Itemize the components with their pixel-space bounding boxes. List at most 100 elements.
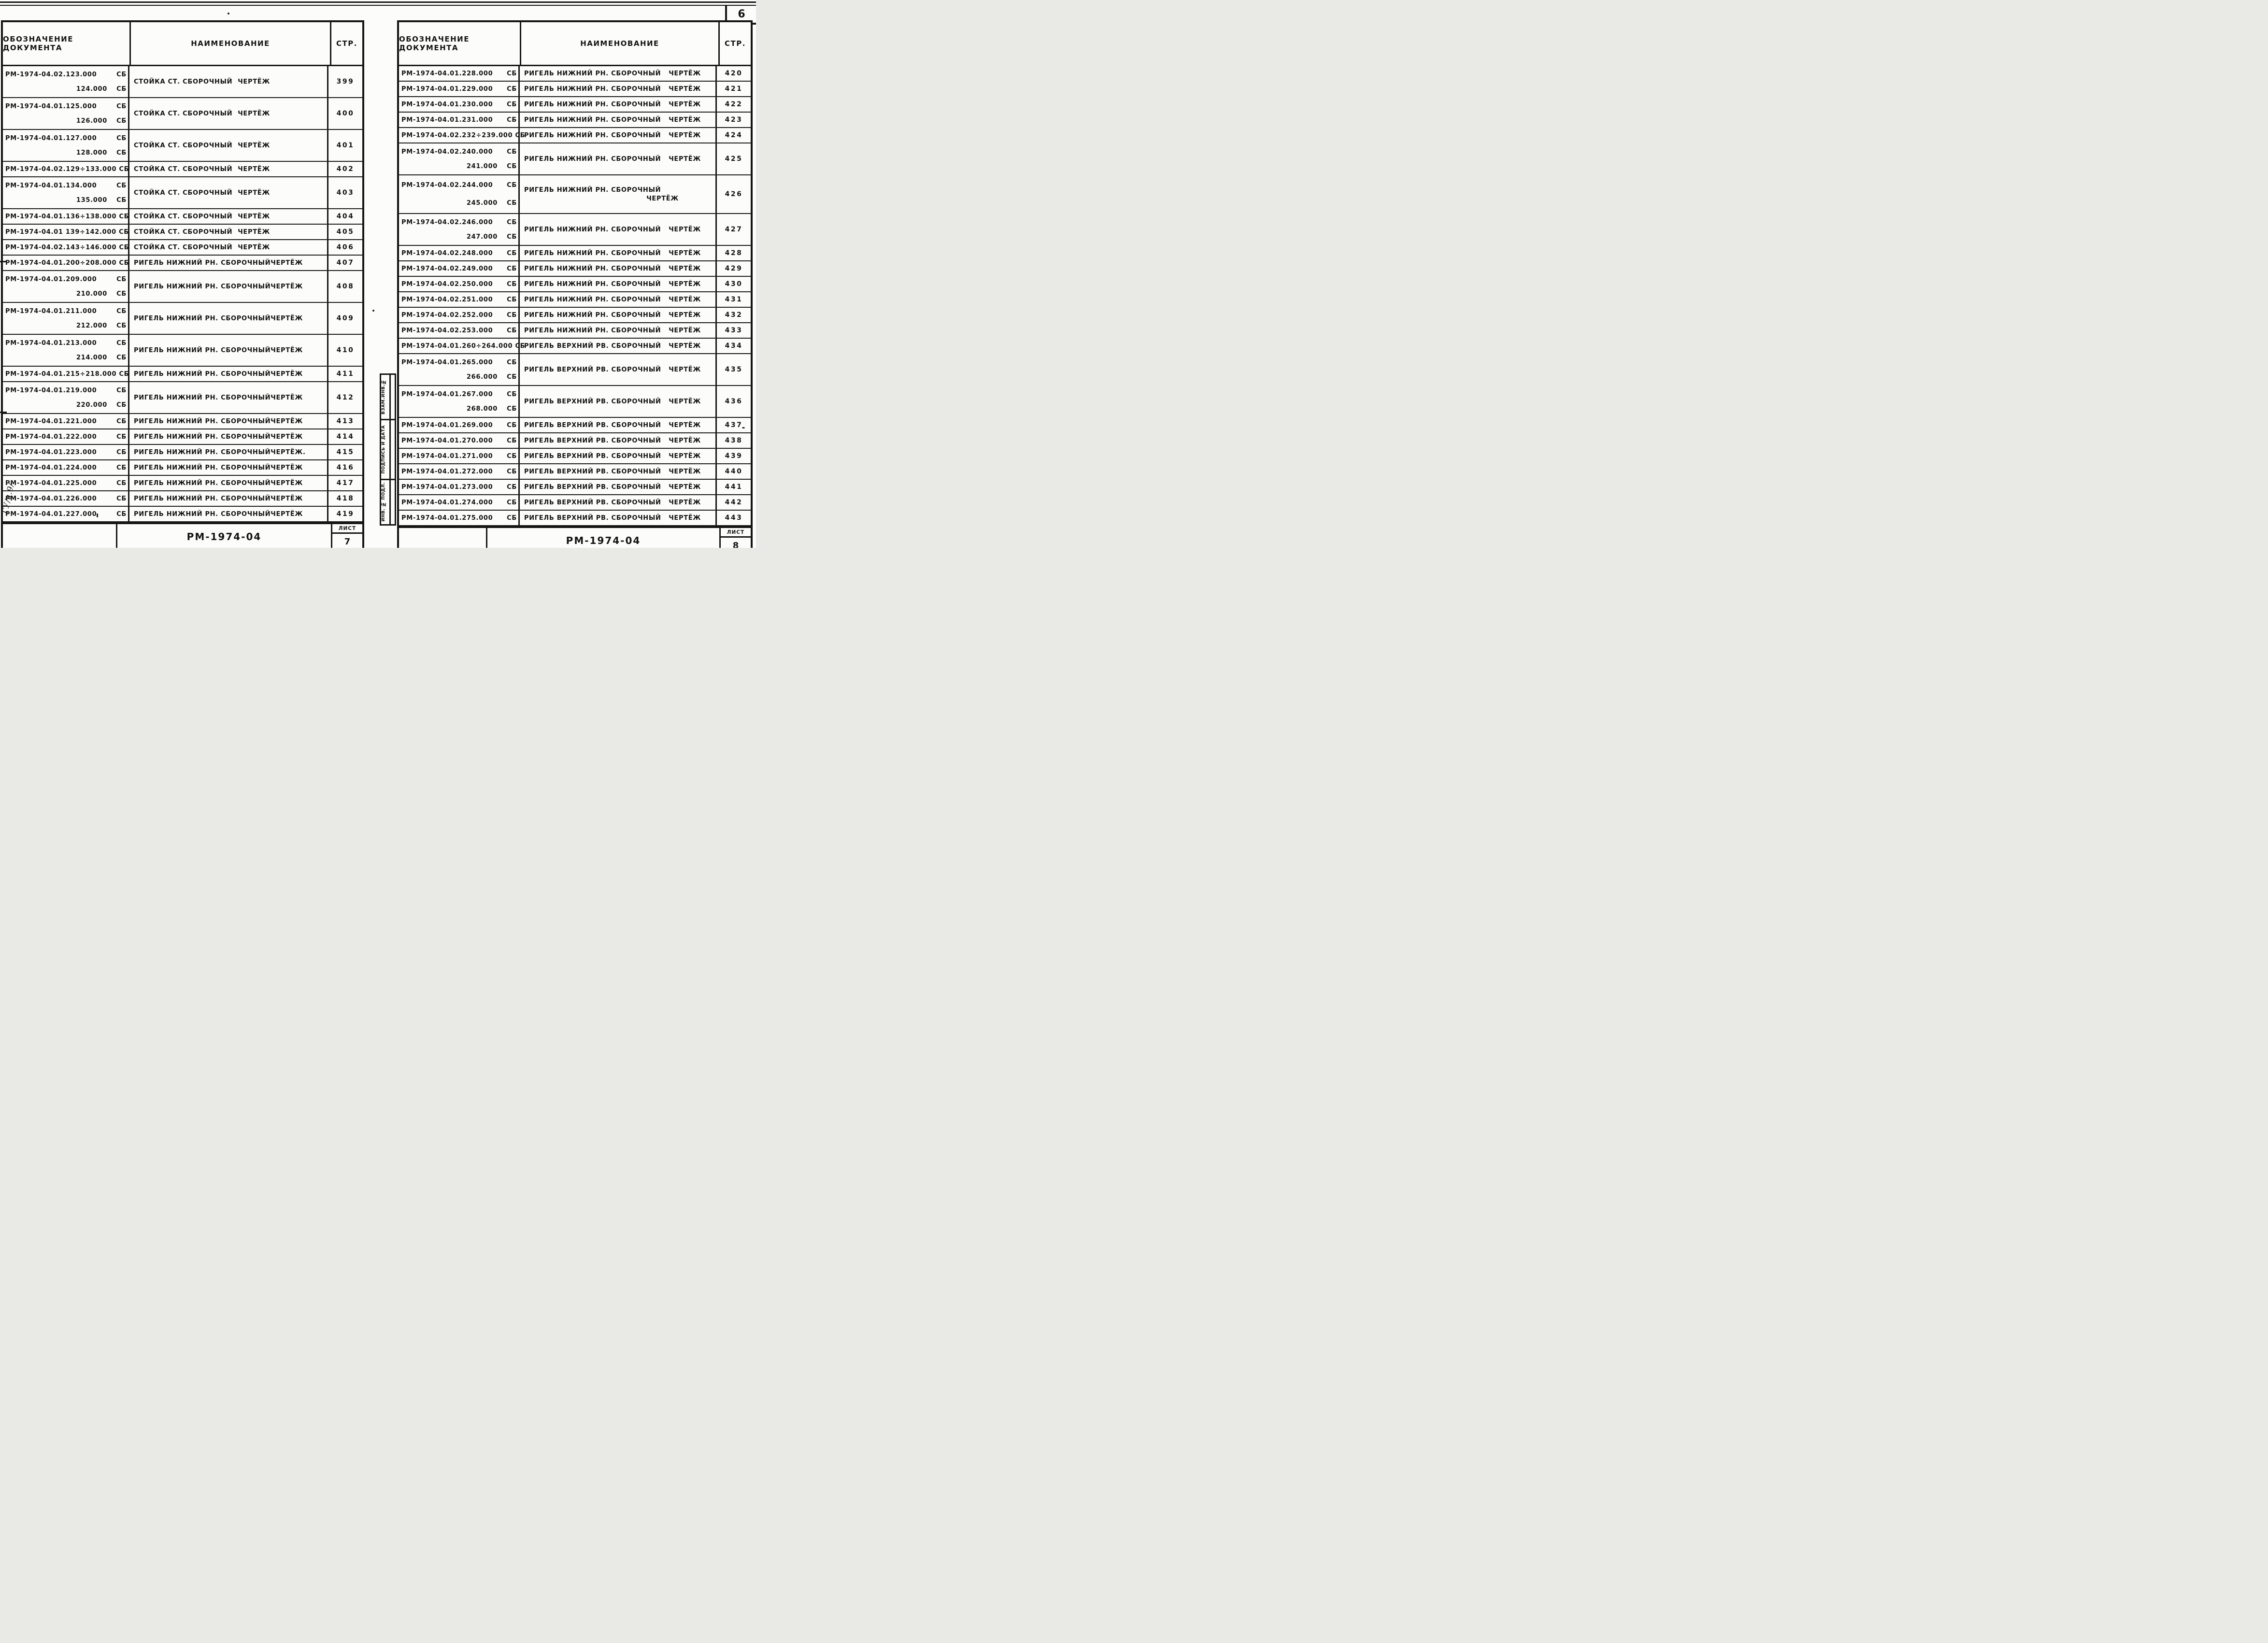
name-cell: РИГЕЛЬ НИЖНИЙ РН. СБОРОЧНЫЙ ЧЕРТЁЖ bbox=[520, 113, 717, 127]
stamp-cell: ИНВ. № ПОДЛ. bbox=[381, 480, 395, 524]
name-cell: РИГЕЛЬ ВЕРХНИЙ РВ. СБОРОЧНЫЙ ЧЕРТЁЖ bbox=[520, 480, 717, 494]
page-cell: 427 bbox=[725, 226, 743, 233]
designation-cell: РМ-1974-04.01.211.000 СБ 212.000 СБ bbox=[3, 303, 129, 334]
name-cell: РИГЕЛЬ НИЖНИЙ РН. СБОРОЧНЫЙ ЧЕРТЁЖ bbox=[520, 261, 717, 276]
table-right-rows: РМ-1974-04.01.228.000 СБ РИГЕЛЬ НИЖНИЙ РН.… bbox=[399, 66, 751, 526]
name-cell: СТОЙКА СТ. СБОРОЧНЫЙ ЧЕРТЁЖ bbox=[129, 162, 328, 176]
designation-cell: РМ-1974-04.02.246.000 СБ 247.000 СБ bbox=[399, 214, 520, 245]
name-cell: РИГЕЛЬ НИЖНИЙ РН. СБОРОЧНЫЙ ЧЕРТЁЖ bbox=[520, 128, 717, 143]
name-cell: РИГЕЛЬ НИЖНИЙ РН. СБОРОЧНЫЙ ЧЕРТЁЖ. bbox=[129, 445, 328, 459]
designation-cell: РМ-1974-04.01.224.000 СБ bbox=[3, 460, 129, 475]
col-header-page: СТР. bbox=[725, 39, 746, 48]
page-cell: 400 bbox=[336, 110, 355, 117]
name-cell: РИГЕЛЬ ВЕРХНИЙ РВ. СБОРОЧНЫЙ ЧЕРТЁЖ bbox=[520, 433, 717, 448]
table-row: РМ-1974-04.01.228.000 СБ РИГЕЛЬ НИЖНИЙ РН.… bbox=[399, 66, 751, 82]
sheet-number: 7 bbox=[344, 536, 351, 547]
table-row: РМ-1974-04.01.275.000 СБ РИГЕЛЬ ВЕРХНИЙ РВ… bbox=[399, 511, 751, 526]
table-row: РМ-1974-04.01.221.000 СБ РИГЕЛЬ НИЖНИЙ РН.… bbox=[3, 414, 362, 429]
designation-cell: РМ-1974-04.02.252.000 СБ bbox=[399, 308, 520, 322]
table-row: РМ-1974-04.01.225.000 СБ РИГЕЛЬ НИЖНИЙ РН.… bbox=[3, 476, 362, 491]
designation-cell: РМ-1974-04.02.251.000 СБ bbox=[399, 292, 520, 307]
page-cell: 416 bbox=[336, 464, 355, 471]
designation-cell: РМ-1974-04.01.269.000 СБ bbox=[399, 418, 520, 432]
name-cell: РИГЕЛЬ ВЕРХНИЙ РВ. СБОРОЧНЫЙ ЧЕРТЁЖ bbox=[520, 386, 717, 417]
footer-empty-cell bbox=[399, 528, 487, 548]
page-cell: 426 bbox=[725, 190, 743, 198]
table-row: РМ-1974-04.02.250.000 СБ РИГЕЛЬ НИЖНИЙ РН.… bbox=[399, 277, 751, 292]
page-cell: 442 bbox=[725, 499, 743, 506]
designation-cell: РМ-1974-04.01.213.000 СБ 214.000 СБ bbox=[3, 335, 129, 366]
name-cell: РИГЕЛЬ НИЖНИЙ РН. СБОРОЧНЫЙ ЧЕРТЁЖ bbox=[129, 335, 328, 366]
page-cell: 434 bbox=[725, 342, 743, 350]
designation-cell: РМ-1974-04.01.271.000 СБ bbox=[399, 449, 520, 463]
designation-cell: РМ-1974-04.02.143÷146.000 СБ bbox=[3, 240, 129, 255]
name-cell: РИГЕЛЬ НИЖНИЙ РН. СБОРОЧНЫЙ ЧЕРТЁЖ bbox=[520, 292, 717, 307]
page-cell: 423 bbox=[725, 116, 743, 124]
table-row: РМ-1974-04.01.136÷138.000 СБ СТОЙКА СТ. СБ… bbox=[3, 209, 362, 225]
page-cell: 403 bbox=[336, 189, 355, 197]
name-cell: РИГЕЛЬ НИЖНИЙ РН. СБОРОЧНЫЙ ЧЕРТЁЖ bbox=[520, 175, 717, 213]
designation-cell: РМ-1974-04.01.219.000 СБ 220.000 СБ bbox=[3, 382, 129, 413]
binding-tick bbox=[0, 412, 7, 413]
speck-artifact bbox=[742, 427, 745, 429]
table-row: РМ-1974-04.01.211.000 СБ 212.000 СБ РИГЕЛЬ Н… bbox=[3, 303, 362, 335]
col-header-designation: ОБОЗНАЧЕНИЕ ДОКУМЕНТА bbox=[399, 22, 521, 65]
footer-empty-cell bbox=[3, 524, 117, 548]
designation-cell: РМ-1974-04.01.265.000 СБ 266.000 СБ bbox=[399, 354, 520, 385]
sheet-box: ЛИСТ 8 bbox=[721, 528, 751, 548]
table-right-footer: РМ-1974-04 ЛИСТ 8 bbox=[399, 526, 751, 548]
designation-cell: РМ-1974-04.01.274.000 СБ bbox=[399, 495, 520, 510]
page-cell: 433 bbox=[725, 327, 743, 334]
name-cell: РИГЕЛЬ НИЖНИЙ РН. СБОРОЧНЫЙ ЧЕРТЁЖ bbox=[520, 246, 717, 260]
name-cell: СТОЙКА СТ. СБОРОЧНЫЙ ЧЕРТЁЖ bbox=[129, 225, 328, 239]
name-cell: РИГЕЛЬ ВЕРХНИЙ РВ. СБОРОЧНЫЙ ЧЕРТЁЖ bbox=[520, 449, 717, 463]
page-cell: 415 bbox=[336, 448, 355, 456]
page-cell: 437 bbox=[725, 421, 743, 429]
table-row: РМ-1974-04.01.227.000 СБ РИГЕЛЬ НИЖНИЙ РН.… bbox=[3, 507, 362, 522]
designation-cell: РМ-1974-04.02.253.000 СБ bbox=[399, 323, 520, 338]
name-cell: РИГЕЛЬ НИЖНИЙ РН. СБОРОЧНЫЙ ЧЕРТЁЖ bbox=[520, 97, 717, 112]
page-cell: 418 bbox=[336, 495, 355, 502]
page-number: 6 bbox=[738, 8, 745, 20]
col-header-name: НАИМЕНОВАНИЕ bbox=[131, 22, 331, 65]
table-row: РМ-1974-04.02.248.000 СБ РИГЕЛЬ НИЖНИЙ РН.… bbox=[399, 246, 751, 261]
table-row: РМ-1974-04.02.246.000 СБ 247.000 СБ РИГЕЛЬ Н… bbox=[399, 214, 751, 246]
name-cell: РИГЕЛЬ НИЖНИЙ РН. СБОРОЧНЫЙ ЧЕРТЁЖ bbox=[129, 507, 328, 521]
page-cell: 401 bbox=[336, 142, 355, 149]
document-code: РМ-1974-04 bbox=[117, 524, 332, 548]
designation-cell: РМ-1974-04.01.223.000 СБ bbox=[3, 445, 129, 459]
page-cell: 404 bbox=[336, 213, 355, 220]
sheet-number: 8 bbox=[732, 540, 739, 548]
table-row: РМ-1974-04.01.200÷208.000 СБ РИГЕЛЬ НИЖНИЙ… bbox=[3, 256, 362, 271]
name-cell: РИГЕЛЬ НИЖНИЙ РН. СБОРОЧНЫЙ ЧЕРТЁЖ bbox=[520, 323, 717, 338]
page-cell: 420 bbox=[725, 70, 743, 77]
name-cell: РИГЕЛЬ НИЖНИЙ РН. СБОРОЧНЫЙ ЧЕРТЁЖ bbox=[129, 491, 328, 506]
designation-cell: РМ-1974-04.01.200÷208.000 СБ bbox=[3, 256, 129, 270]
table-row: РМ-1974-04.01.260÷264.000 СБ РИГЕЛЬ ВЕРХНИ… bbox=[399, 339, 751, 354]
designation-cell: РМ-1974-04.01.125.000 СБ 126.000 СБ bbox=[3, 98, 129, 129]
sheet-label: ЛИСТ bbox=[721, 528, 751, 538]
designation-cell: РМ-1974-04.02.249.000 СБ bbox=[399, 261, 520, 276]
name-cell: РИГЕЛЬ НИЖНИЙ РН. СБОРОЧНЫЙ ЧЕРТЁЖ bbox=[129, 367, 328, 381]
page-cell: 419 bbox=[336, 510, 355, 518]
col-header-page: СТР. bbox=[336, 39, 357, 48]
designation-cell: РМ-1974-04.01.127.000 СБ 128.000 СБ bbox=[3, 130, 129, 161]
name-cell: РИГЕЛЬ НИЖНИЙ РН. СБОРОЧНЫЙ ЧЕРТЁЖ bbox=[129, 414, 328, 429]
table-row: РМ-1974-04.01.231.000 СБ РИГЕЛЬ НИЖНИЙ РН.… bbox=[399, 113, 751, 128]
top-rule bbox=[0, 1, 756, 3]
name-cell: РИГЕЛЬ НИЖНИЙ РН. СБОРОЧНЫЙ ЧЕРТЁЖ bbox=[520, 214, 717, 245]
name-cell: СТОЙКА СТ. СБОРОЧНЫЙ ЧЕРТЁЖ bbox=[129, 98, 328, 129]
page-cell: 406 bbox=[336, 243, 355, 251]
table-row: РМ-1974-04.01.127.000 СБ 128.000 СБ СТОЙКА С… bbox=[3, 130, 362, 162]
table-row: РМ-1974-04.01 139÷142.000 СБ СТОЙКА СТ. СБ… bbox=[3, 225, 362, 240]
table-row: РМ-1974-04.01.125.000 СБ 126.000 СБ СТОЙКА С… bbox=[3, 98, 362, 130]
name-cell: РИГЕЛЬ ВЕРХНИЙ РВ. СБОРОЧНЫЙ ЧЕРТЁЖ bbox=[520, 495, 717, 510]
table-row: РМ-1974-04.01.226.000 СБ РИГЕЛЬ НИЖНИЙ РН.… bbox=[3, 491, 362, 507]
table-row: РМ-1974-04.01.209.000 СБ 210.000 СБ РИГЕЛЬ Н… bbox=[3, 271, 362, 303]
page-cell: 424 bbox=[725, 131, 743, 139]
page-cell: 441 bbox=[725, 483, 743, 491]
document-code: РМ-1974-04 bbox=[487, 528, 721, 548]
table-row: РМ-1974-04.01.274.000 СБ РИГЕЛЬ ВЕРХНИЙ РВ… bbox=[399, 495, 751, 511]
designation-cell: РМ-1974-04.01.230.000 СБ bbox=[399, 97, 520, 112]
name-cell: РИГЕЛЬ НИЖНИЙ РН. СБОРОЧНЫЙ ЧЕРТЁЖ bbox=[129, 303, 328, 334]
